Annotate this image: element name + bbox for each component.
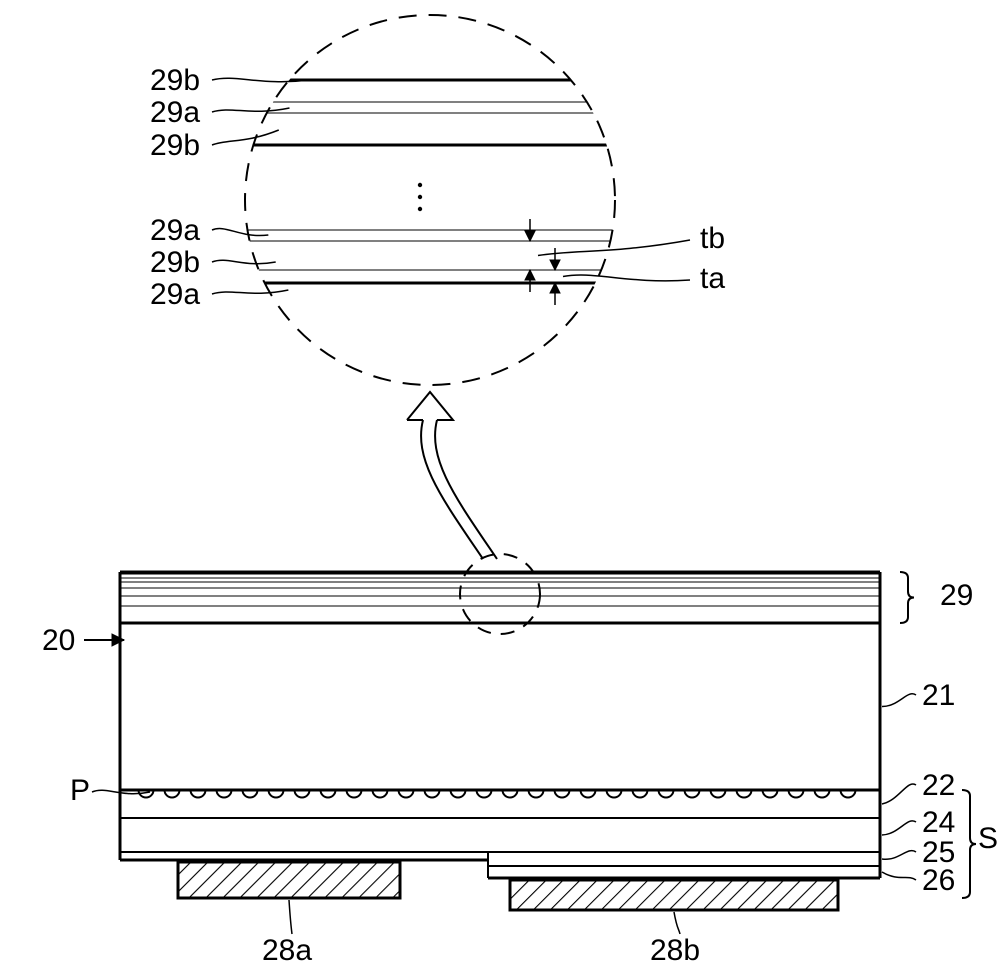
label-28a: 28a: [262, 934, 312, 967]
label-29: 29: [940, 579, 973, 612]
pad-28b: [510, 880, 838, 910]
detail-label-29a-3: 29a: [150, 214, 200, 247]
detail-label-29a-1: 29a: [150, 96, 200, 129]
label-24: 24: [922, 806, 955, 839]
label-28b: 28b: [650, 934, 700, 967]
detail-label-29b-0: 29b: [150, 64, 200, 97]
detail-label-29a-5: 29a: [150, 278, 200, 311]
dim-label-ta: ta: [700, 262, 725, 295]
label-P: P: [70, 774, 90, 807]
label-21: 21: [922, 679, 955, 712]
label-S: S: [978, 822, 998, 855]
detail-label-29b-2: 29b: [150, 129, 200, 162]
label-22: 22: [922, 769, 955, 802]
detail-circle: [245, 15, 615, 385]
label-20: 20: [42, 624, 75, 657]
pad-28a: [178, 862, 400, 898]
detail-label-29b-4: 29b: [150, 246, 200, 279]
label-26: 26: [922, 864, 955, 897]
dim-label-tb: tb: [700, 222, 725, 255]
